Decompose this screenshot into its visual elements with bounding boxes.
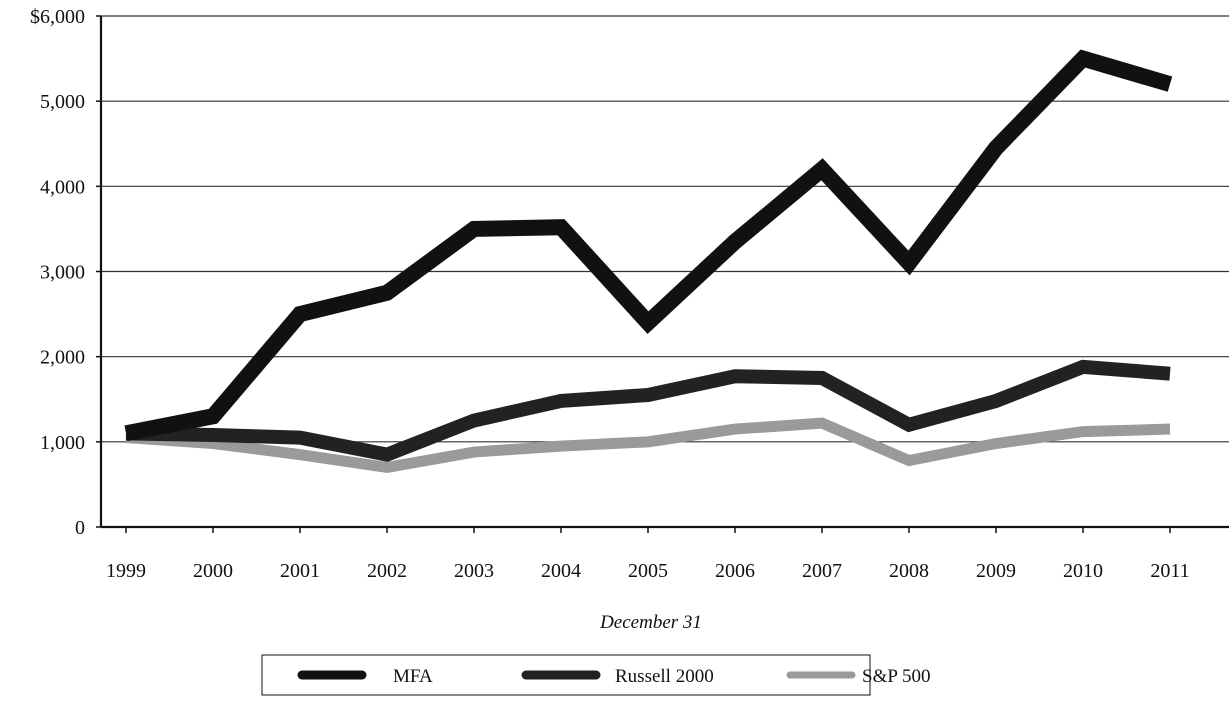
y-tick-label: 2,000 bbox=[40, 347, 85, 369]
x-tick-label: 2007 bbox=[802, 560, 842, 582]
y-tick-label: 3,000 bbox=[40, 262, 85, 284]
x-tick-label: 1999 bbox=[106, 560, 146, 582]
x-tick-label: 2008 bbox=[889, 560, 929, 582]
x-tick-label: 2009 bbox=[976, 560, 1016, 582]
y-tick-label: 5,000 bbox=[40, 91, 85, 113]
legend-label-mfa: MFA bbox=[393, 666, 433, 687]
x-tick-label: 2001 bbox=[280, 560, 320, 582]
series-line-mfa bbox=[126, 59, 1170, 434]
x-tick-label: 2000 bbox=[193, 560, 233, 582]
x-tick-label: 2011 bbox=[1150, 560, 1189, 582]
x-tick-label: 2002 bbox=[367, 560, 407, 582]
x-axis-title: December 31 bbox=[599, 612, 702, 633]
series-line-sp-500 bbox=[126, 423, 1170, 467]
x-tick-label: 2003 bbox=[454, 560, 494, 582]
x-tick-label: 2004 bbox=[541, 560, 581, 582]
series-layer bbox=[126, 59, 1170, 468]
legend-label-sp-500: S&P 500 bbox=[862, 666, 930, 687]
x-tick-label: 2005 bbox=[628, 560, 668, 582]
label-layer: 0 1,000 2,000 3,000 4,000 5,000 $6,000 1999 2000… bbox=[30, 6, 1190, 582]
legend: MFA Russell 2000 S&P 500 bbox=[262, 655, 930, 695]
y-tick-label: 1,000 bbox=[40, 432, 85, 454]
x-tick-label: 2010 bbox=[1063, 560, 1103, 582]
y-tick-label: 0 bbox=[75, 517, 85, 539]
y-tick-label: $6,000 bbox=[30, 6, 85, 28]
x-tick-label: 2006 bbox=[715, 560, 755, 582]
y-tick-label: 4,000 bbox=[40, 176, 85, 198]
legend-label-russell-2000: Russell 2000 bbox=[615, 666, 714, 687]
